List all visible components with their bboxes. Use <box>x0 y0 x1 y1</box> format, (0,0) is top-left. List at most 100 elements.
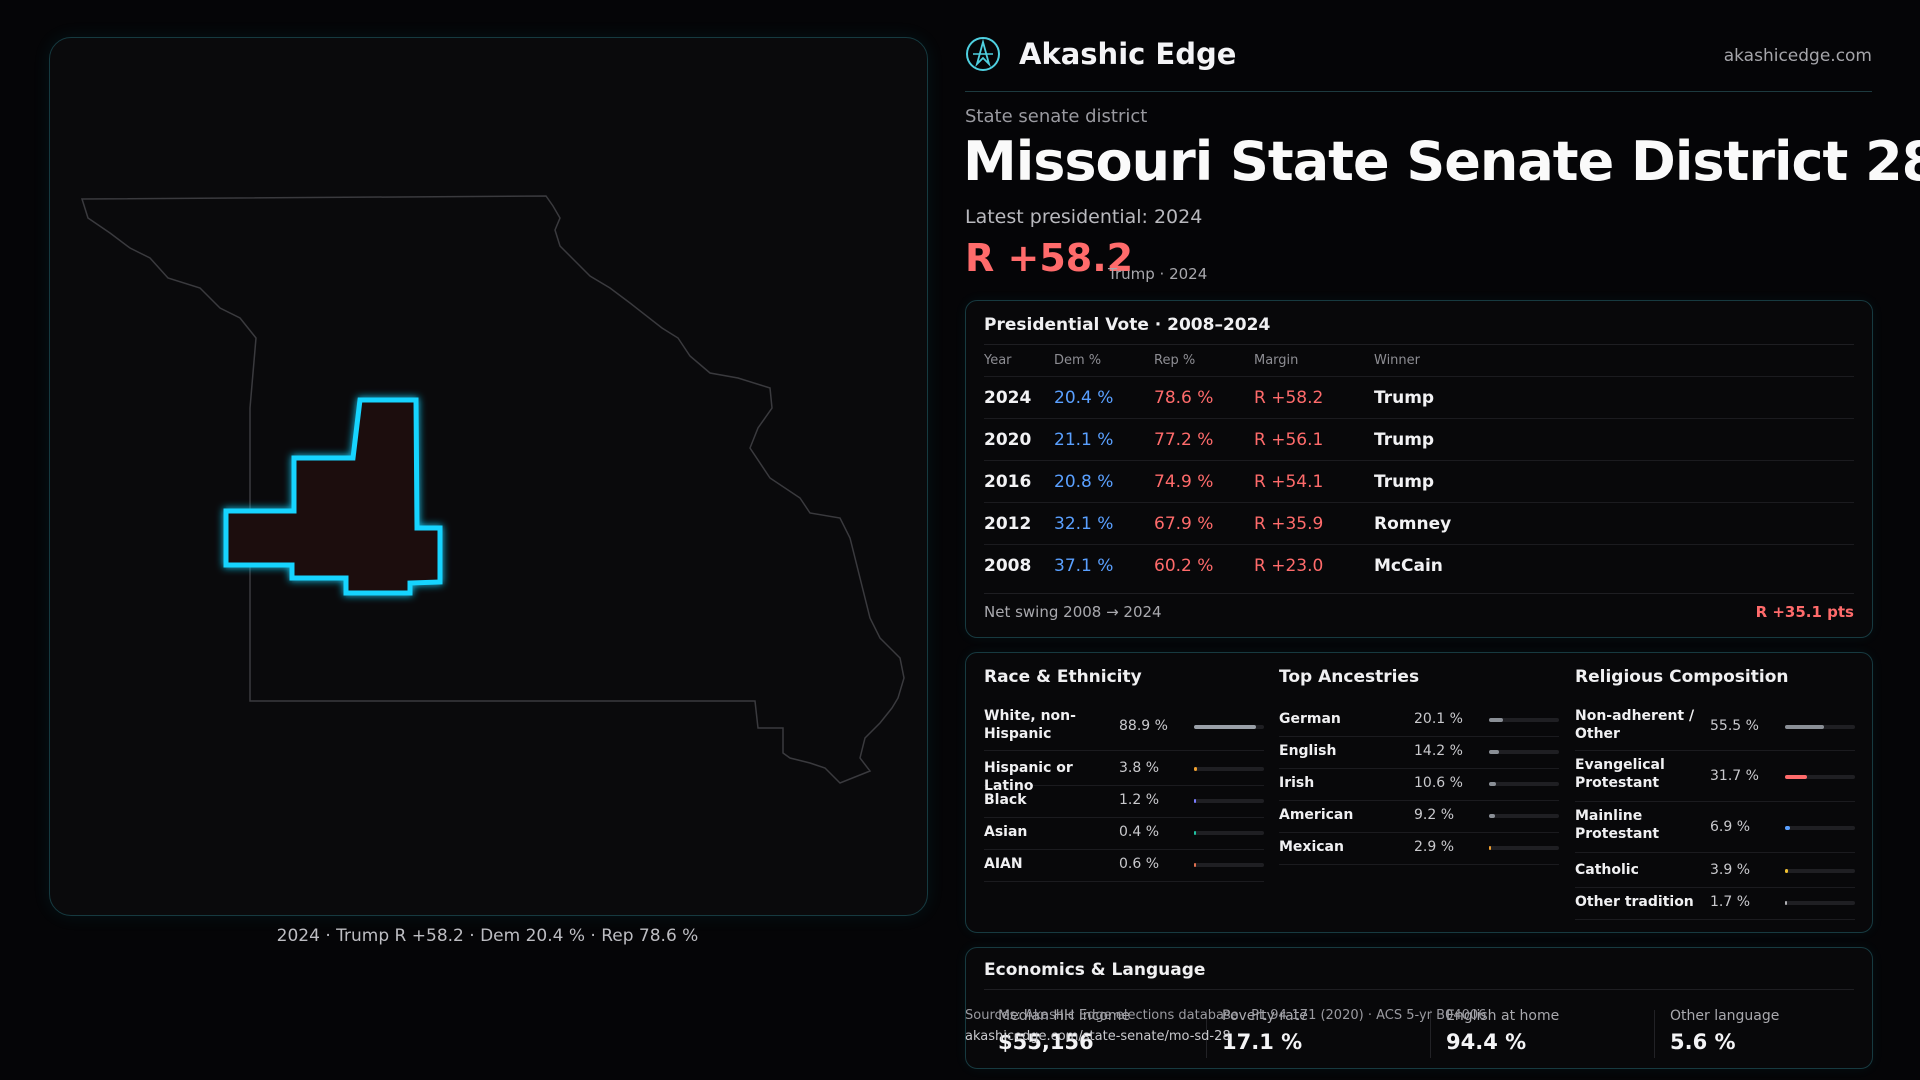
demo-percent: 2.9 % <box>1414 839 1455 855</box>
year-cell: 2024 <box>984 388 1032 408</box>
dem-cell: 32.1 % <box>1054 514 1114 534</box>
table-row[interactable]: 2020 21.1 % 77.2 % R +56.1 Trump <box>984 418 1854 461</box>
stat-value: 5.6 % <box>1670 1030 1736 1054</box>
stat-other-language: Other language 5.6 % <box>1670 1008 1779 1054</box>
dem-cell: 21.1 % <box>1054 430 1114 450</box>
presidential-vote-card: Presidential Vote · 2008–2024 Year Dem %… <box>965 300 1873 638</box>
headline-margin: R +58.2 <box>965 236 1134 280</box>
demo-percent: 0.6 % <box>1119 856 1160 872</box>
demographics-card: Race & Ethnicity White, non-Hispanic 88.9… <box>965 652 1873 933</box>
stat-divider <box>1206 1010 1207 1058</box>
demo-label: Mainline Protestant <box>1575 808 1660 842</box>
year-cell: 2012 <box>984 514 1032 534</box>
demo-label: Other tradition <box>1575 894 1694 910</box>
year-cell: 2008 <box>984 556 1032 576</box>
demo-bar-track <box>1194 863 1264 867</box>
winner-cell: Trump <box>1374 430 1435 450</box>
demo-bar-fill <box>1489 718 1504 722</box>
demo-bar-fill <box>1489 846 1492 850</box>
demo-row: Irish 10.6 % <box>1279 768 1559 801</box>
rep-cell: 74.9 % <box>1154 472 1214 492</box>
demo-bar-track <box>1489 814 1559 818</box>
brand-url-link[interactable]: akashicedge.com <box>1723 46 1872 66</box>
winner-cell: McCain <box>1374 556 1443 576</box>
stat-value: 17.1 % <box>1222 1030 1303 1054</box>
rep-cell: 67.9 % <box>1154 514 1214 534</box>
rep-cell: 77.2 % <box>1154 430 1214 450</box>
stat-label: Poverty rate <box>1222 1008 1308 1024</box>
demo-percent: 6.9 % <box>1710 819 1751 835</box>
demo-bar-fill <box>1785 725 1824 729</box>
district-28-shape[interactable] <box>223 397 443 596</box>
compass-logo-icon <box>966 37 1000 71</box>
district-map[interactable] <box>50 38 927 915</box>
demo-bar-fill <box>1489 750 1499 754</box>
net-swing-value: R +35.1 pts <box>1755 603 1854 621</box>
demo-bar-track <box>1785 775 1855 779</box>
demo-label: German <box>1279 711 1341 727</box>
demo-row: German 20.1 % <box>1279 704 1559 737</box>
table-row[interactable]: 2012 32.1 % 67.9 % R +35.9 Romney <box>984 502 1854 545</box>
demo-bar-fill <box>1785 869 1788 873</box>
demo-row: Catholic 3.9 % <box>1575 855 1855 888</box>
stat-label: Other language <box>1670 1008 1780 1024</box>
margin-cell: R +56.1 <box>1254 430 1324 450</box>
stat-median-income: Median HH income $55,156 <box>998 1008 1130 1054</box>
demo-label: Non-adherent / Other <box>1575 708 1695 742</box>
demo-bar-track <box>1785 901 1855 905</box>
economics-card: Economics & Language Median HH income $5… <box>965 947 1873 1069</box>
demo-label: Evangelical Protestant <box>1575 757 1665 791</box>
table-row[interactable]: 2024 20.4 % 78.6 % R +58.2 Trump <box>984 376 1854 419</box>
demo-bar-fill <box>1194 831 1196 835</box>
rep-cell: 60.2 % <box>1154 556 1214 576</box>
demo-row: Asian 0.4 % <box>984 817 1264 850</box>
brand[interactable]: Akashic Edge <box>965 36 1236 72</box>
demo-bar-fill <box>1489 814 1496 818</box>
vote-card-divider <box>984 344 1854 345</box>
demo-label: Irish <box>1279 775 1315 791</box>
stat-divider <box>1654 1010 1655 1058</box>
stat-poverty-rate: Poverty rate 17.1 % <box>1222 1008 1308 1054</box>
year-cell: 2016 <box>984 472 1032 492</box>
swing-divider <box>984 593 1854 594</box>
demo-row: Other tradition 1.7 % <box>1575 887 1855 920</box>
demo-bar-fill <box>1489 782 1497 786</box>
winner-cell: Trump <box>1374 388 1435 408</box>
demo-bar-track <box>1194 725 1264 729</box>
dem-cell: 20.4 % <box>1054 388 1114 408</box>
map-panel[interactable] <box>49 37 928 916</box>
source-text: Sources: Akashic Edge elections database… <box>965 1008 1487 1023</box>
demo-row: American 9.2 % <box>1279 800 1559 833</box>
page-title: Missouri State Senate District 28 <box>963 130 1920 193</box>
ancestry-section-title: Top Ancestries <box>1279 667 1420 687</box>
demo-label: Asian <box>984 824 1028 840</box>
demo-percent: 88.9 % <box>1119 718 1168 734</box>
demo-row: Non-adherent / Other 55.5 % <box>1575 704 1855 751</box>
headline-note: Trump · 2024 <box>1108 265 1208 283</box>
demo-label: Mexican <box>1279 839 1344 855</box>
economics-card-title: Economics & Language <box>984 960 1206 980</box>
demo-percent: 3.9 % <box>1710 862 1751 878</box>
state-outline <box>80 195 905 784</box>
demo-percent: 14.2 % <box>1414 743 1463 759</box>
demo-row: White, non-Hispanic 88.9 % <box>984 704 1264 751</box>
margin-cell: R +58.2 <box>1254 388 1324 408</box>
demo-bar-fill <box>1785 901 1787 905</box>
demo-percent: 0.4 % <box>1119 824 1160 840</box>
demo-percent: 10.6 % <box>1414 775 1463 791</box>
dem-cell: 20.8 % <box>1054 472 1114 492</box>
demo-label: AIAN <box>984 856 1023 872</box>
demo-percent: 1.2 % <box>1119 792 1160 808</box>
demo-row: Hispanic or Latino 3.8 % <box>984 753 1264 794</box>
district-type-label: State senate district <box>965 106 1148 127</box>
demo-bar-track <box>1194 831 1264 835</box>
column-header-year: Year <box>984 353 1012 368</box>
source-url-link[interactable]: akashicedge.com/state-senate/mo-sd-28 <box>965 1029 1231 1044</box>
demo-label: Catholic <box>1575 862 1639 878</box>
stat-value: 94.4 % <box>1446 1030 1527 1054</box>
demo-row: Mainline Protestant 6.9 % <box>1575 804 1855 853</box>
demo-bar-track <box>1785 826 1855 830</box>
table-row[interactable]: 2016 20.8 % 74.9 % R +54.1 Trump <box>984 460 1854 503</box>
table-row[interactable]: 2008 37.1 % 60.2 % R +23.0 McCain <box>984 544 1854 587</box>
stat-english-at-home: English at home 94.4 % <box>1446 1008 1559 1054</box>
